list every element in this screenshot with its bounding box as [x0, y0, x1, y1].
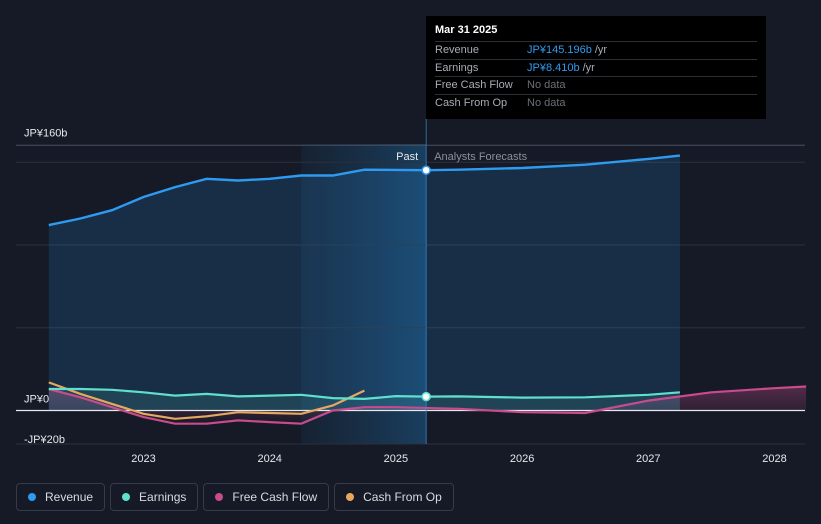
legend-label: Revenue: [45, 490, 94, 504]
tooltip-label: Revenue: [435, 44, 480, 57]
y-axis-label: JP¥0: [24, 394, 49, 406]
revenue-line: [48, 154, 681, 227]
y-axis-label: JP¥160b: [24, 128, 67, 140]
tooltip-row-free-cash-flow: Free Cash Flow No data: [435, 76, 757, 94]
tooltip-row-cash-from-op: Cash From Op No data: [435, 93, 757, 112]
cash-from-op-line: [48, 381, 365, 420]
tooltip-label: Earnings: [435, 61, 479, 74]
legend-label: Earnings: [139, 490, 187, 504]
tooltip-value: No data: [527, 79, 566, 92]
past-label: Past: [396, 151, 418, 163]
chart-legend: Revenue Earnings Free Cash Flow Cash Fro…: [16, 483, 454, 511]
tooltip-row-revenue: Revenue JP¥145.196b /yr: [435, 41, 757, 59]
legend-dot-icon: [346, 493, 355, 501]
earnings-line: [48, 387, 680, 401]
hover-tooltip: Mar 31 2025 Revenue JP¥145.196b /yr Earn…: [426, 16, 766, 119]
tooltip-unit: /yr: [594, 44, 608, 57]
legend-dot-icon: [215, 493, 224, 501]
revenue-hover-dot: [421, 165, 431, 175]
x-tick-label: 2024: [257, 453, 281, 465]
free-cash-flow-area: [48, 386, 807, 424]
legend-dot-icon: [122, 493, 131, 501]
free-cash-flow-line: [48, 385, 807, 425]
legend-label: Free Cash Flow: [232, 490, 318, 504]
past-period-shade: [301, 144, 427, 444]
tooltip-unit: /yr: [582, 61, 595, 74]
tooltip-label: Cash From Op: [435, 96, 508, 109]
legend-dot-icon: [28, 493, 36, 501]
tooltip-value: JP¥145.196b: [527, 44, 592, 57]
legend-free-cash-flow-button[interactable]: Free Cash Flow: [203, 483, 330, 511]
legend-cash-from-op-button[interactable]: Cash From Op: [334, 483, 454, 511]
x-tick-label: 2026: [510, 453, 534, 465]
x-tick-label: 2025: [384, 453, 408, 465]
tooltip-row-earnings: Earnings JP¥8.410b /yr: [435, 58, 757, 77]
x-tick-label: 2027: [636, 453, 660, 465]
legend-earnings-button[interactable]: Earnings: [110, 483, 199, 511]
tooltip-label: Free Cash Flow: [435, 79, 513, 92]
y-axis-label: -JP¥20b: [24, 434, 65, 446]
legend-label: Cash From Op: [363, 490, 442, 504]
revenue-area: [48, 155, 680, 411]
tooltip-date: Mar 31 2025: [435, 24, 498, 36]
x-tick-label: 2028: [762, 453, 786, 465]
forecast-label: Analysts Forecasts: [434, 151, 527, 163]
earnings-hover-dot: [421, 391, 431, 402]
x-tick-label: 2023: [131, 453, 155, 465]
tooltip-value: JP¥8.410b: [527, 61, 580, 74]
legend-revenue-button[interactable]: Revenue: [16, 483, 106, 511]
tooltip-value: No data: [527, 96, 566, 109]
